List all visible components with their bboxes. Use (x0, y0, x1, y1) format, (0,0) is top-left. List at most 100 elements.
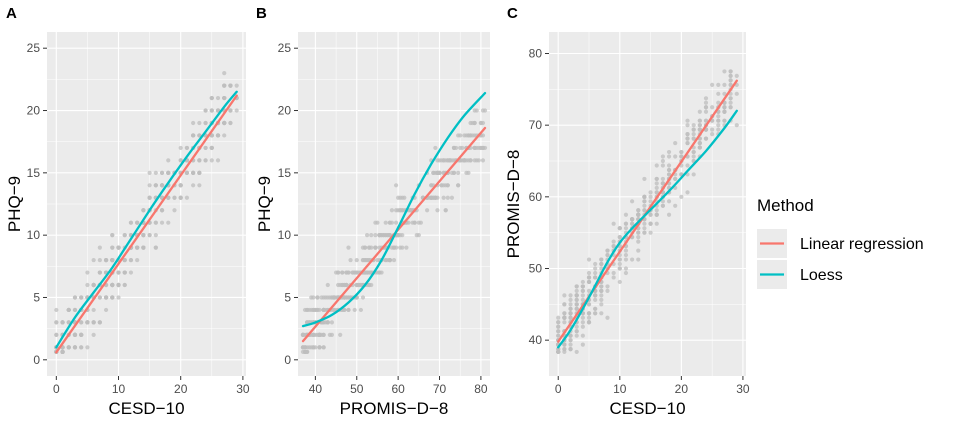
data-point (234, 83, 239, 88)
data-point (722, 118, 727, 123)
data-point (728, 82, 733, 87)
data-point (654, 163, 659, 168)
data-point (387, 233, 392, 238)
data-point (593, 297, 598, 302)
data-point (586, 257, 592, 262)
data-point (636, 235, 641, 240)
data-point (480, 158, 486, 163)
data-point (703, 136, 709, 141)
data-point (110, 257, 115, 263)
data-point (580, 284, 585, 289)
data-point (697, 145, 702, 150)
data-point (642, 226, 647, 231)
data-point (329, 320, 335, 325)
data-point (153, 233, 158, 238)
y-tick-label: 5 (284, 290, 291, 304)
data-point (398, 208, 403, 213)
data-point (135, 220, 140, 225)
y-axis-title: PROMIS−D−8 (504, 150, 523, 259)
data-point (449, 195, 455, 200)
data-point (451, 170, 457, 175)
data-point (599, 293, 604, 298)
data-point (321, 345, 326, 350)
data-point (60, 349, 65, 355)
data-point (159, 183, 165, 188)
data-point (562, 320, 567, 325)
data-point (329, 332, 335, 337)
data-point (153, 183, 158, 188)
data-point (636, 212, 641, 217)
data-point (599, 297, 604, 302)
data-point (580, 342, 585, 347)
data-point (369, 282, 374, 288)
data-point (336, 270, 341, 275)
data-point (568, 302, 573, 307)
data-point (586, 279, 592, 285)
data-point (122, 257, 127, 263)
data-point (673, 140, 678, 146)
data-point (91, 332, 96, 337)
data-point (623, 266, 629, 271)
data-point (660, 199, 665, 204)
legend-label-loess: Loess (800, 267, 843, 284)
data-point (354, 257, 359, 263)
data-point (642, 194, 647, 199)
y-tick-label: 60 (529, 190, 543, 204)
x-tick-label: 20 (174, 382, 188, 396)
data-point (574, 324, 579, 329)
data-point (716, 118, 721, 123)
data-point (352, 307, 357, 313)
data-point (636, 239, 641, 244)
data-point (710, 105, 715, 110)
data-point (79, 332, 84, 337)
data-point (691, 123, 696, 128)
data-point (453, 145, 459, 151)
data-point (660, 154, 665, 159)
x-axis-title: PROMIS−D−8 (340, 399, 449, 418)
data-point (141, 233, 146, 238)
data-point (586, 275, 592, 280)
x-tick-label: 30 (236, 382, 250, 396)
data-point (85, 270, 90, 275)
data-point (222, 133, 227, 138)
data-point (336, 282, 341, 288)
data-point (97, 320, 102, 325)
y-tick-label: 25 (27, 41, 41, 55)
data-point (472, 145, 477, 151)
data-point (110, 245, 115, 250)
data-point (605, 284, 610, 289)
data-point (636, 248, 641, 253)
data-point (435, 208, 440, 213)
y-tick-label: 20 (278, 104, 292, 118)
data-point (617, 261, 622, 267)
data-point (716, 91, 721, 96)
data-point (79, 295, 84, 300)
data-point (116, 282, 121, 288)
data-point (593, 275, 598, 280)
y-tick-label: 10 (278, 228, 292, 242)
data-point (346, 307, 351, 313)
data-point (203, 120, 208, 126)
data-point (348, 257, 353, 263)
data-point (222, 83, 227, 88)
x-tick-label: 30 (736, 382, 750, 396)
data-point (562, 311, 567, 316)
data-point (222, 120, 227, 126)
data-point (666, 199, 672, 204)
data-point (433, 195, 438, 200)
data-point (393, 183, 399, 188)
data-point (443, 158, 448, 163)
data-point (679, 194, 684, 199)
data-point (685, 140, 690, 146)
data-point (317, 332, 322, 337)
data-point (710, 132, 715, 137)
data-point (636, 257, 641, 262)
x-tick-label: 40 (309, 382, 323, 396)
x-tick-label: 50 (350, 382, 364, 396)
data-point (203, 108, 208, 113)
data-point (346, 295, 351, 300)
data-point (439, 183, 444, 188)
data-point (586, 311, 592, 316)
data-point (354, 282, 359, 288)
data-point (147, 170, 152, 175)
